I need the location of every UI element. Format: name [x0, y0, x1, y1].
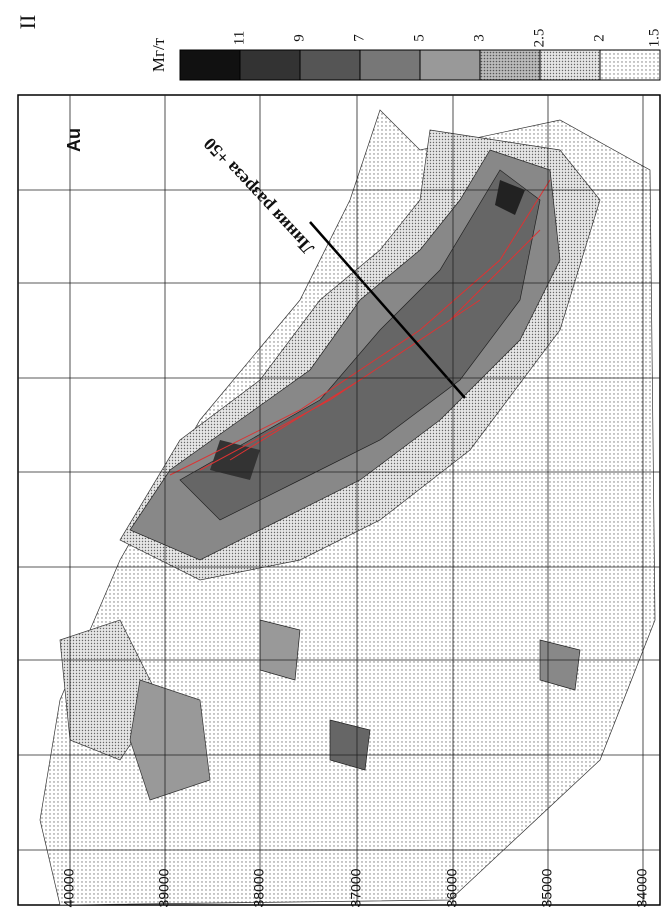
legend-swatch: [420, 50, 480, 80]
legend-unit: Мг/т: [149, 37, 168, 72]
axis-label: 39000: [156, 868, 172, 907]
legend-swatch: [540, 50, 600, 80]
legend-swatch: [480, 50, 540, 80]
legend-swatch: [600, 50, 660, 80]
legend-level: 9: [291, 34, 307, 42]
axis-label: 38000: [251, 868, 267, 907]
axis-label: 40000: [61, 868, 77, 907]
axis-label: 35000: [539, 868, 555, 907]
legend: Мг/т 11 9 7 5 3 2.5 2 1.5: [149, 29, 663, 80]
map: Au Линия разреза +50: [18, 95, 660, 905]
legend-swatch: [300, 50, 360, 80]
legend-level: 11: [231, 31, 247, 45]
page-title: II: [15, 15, 40, 30]
axis-label: 37000: [348, 868, 364, 907]
legend-level: 3: [471, 34, 487, 42]
map-page: II Мг/т 11 9 7 5 3 2.5 2 1.5: [0, 0, 665, 923]
legend-level: 2: [591, 34, 607, 42]
legend-swatch: [360, 50, 420, 80]
legend-level: 1.5: [646, 29, 662, 48]
legend-level: 2.5: [531, 29, 547, 48]
legend-level: 7: [351, 34, 367, 42]
legend-level: 5: [411, 34, 427, 42]
axis-label: 36000: [444, 868, 460, 907]
axis-label: 34000: [634, 868, 650, 907]
legend-swatch: [240, 50, 300, 80]
element-label: Au: [64, 128, 84, 152]
legend-swatch: [180, 50, 240, 80]
contour-zone: [260, 620, 300, 680]
